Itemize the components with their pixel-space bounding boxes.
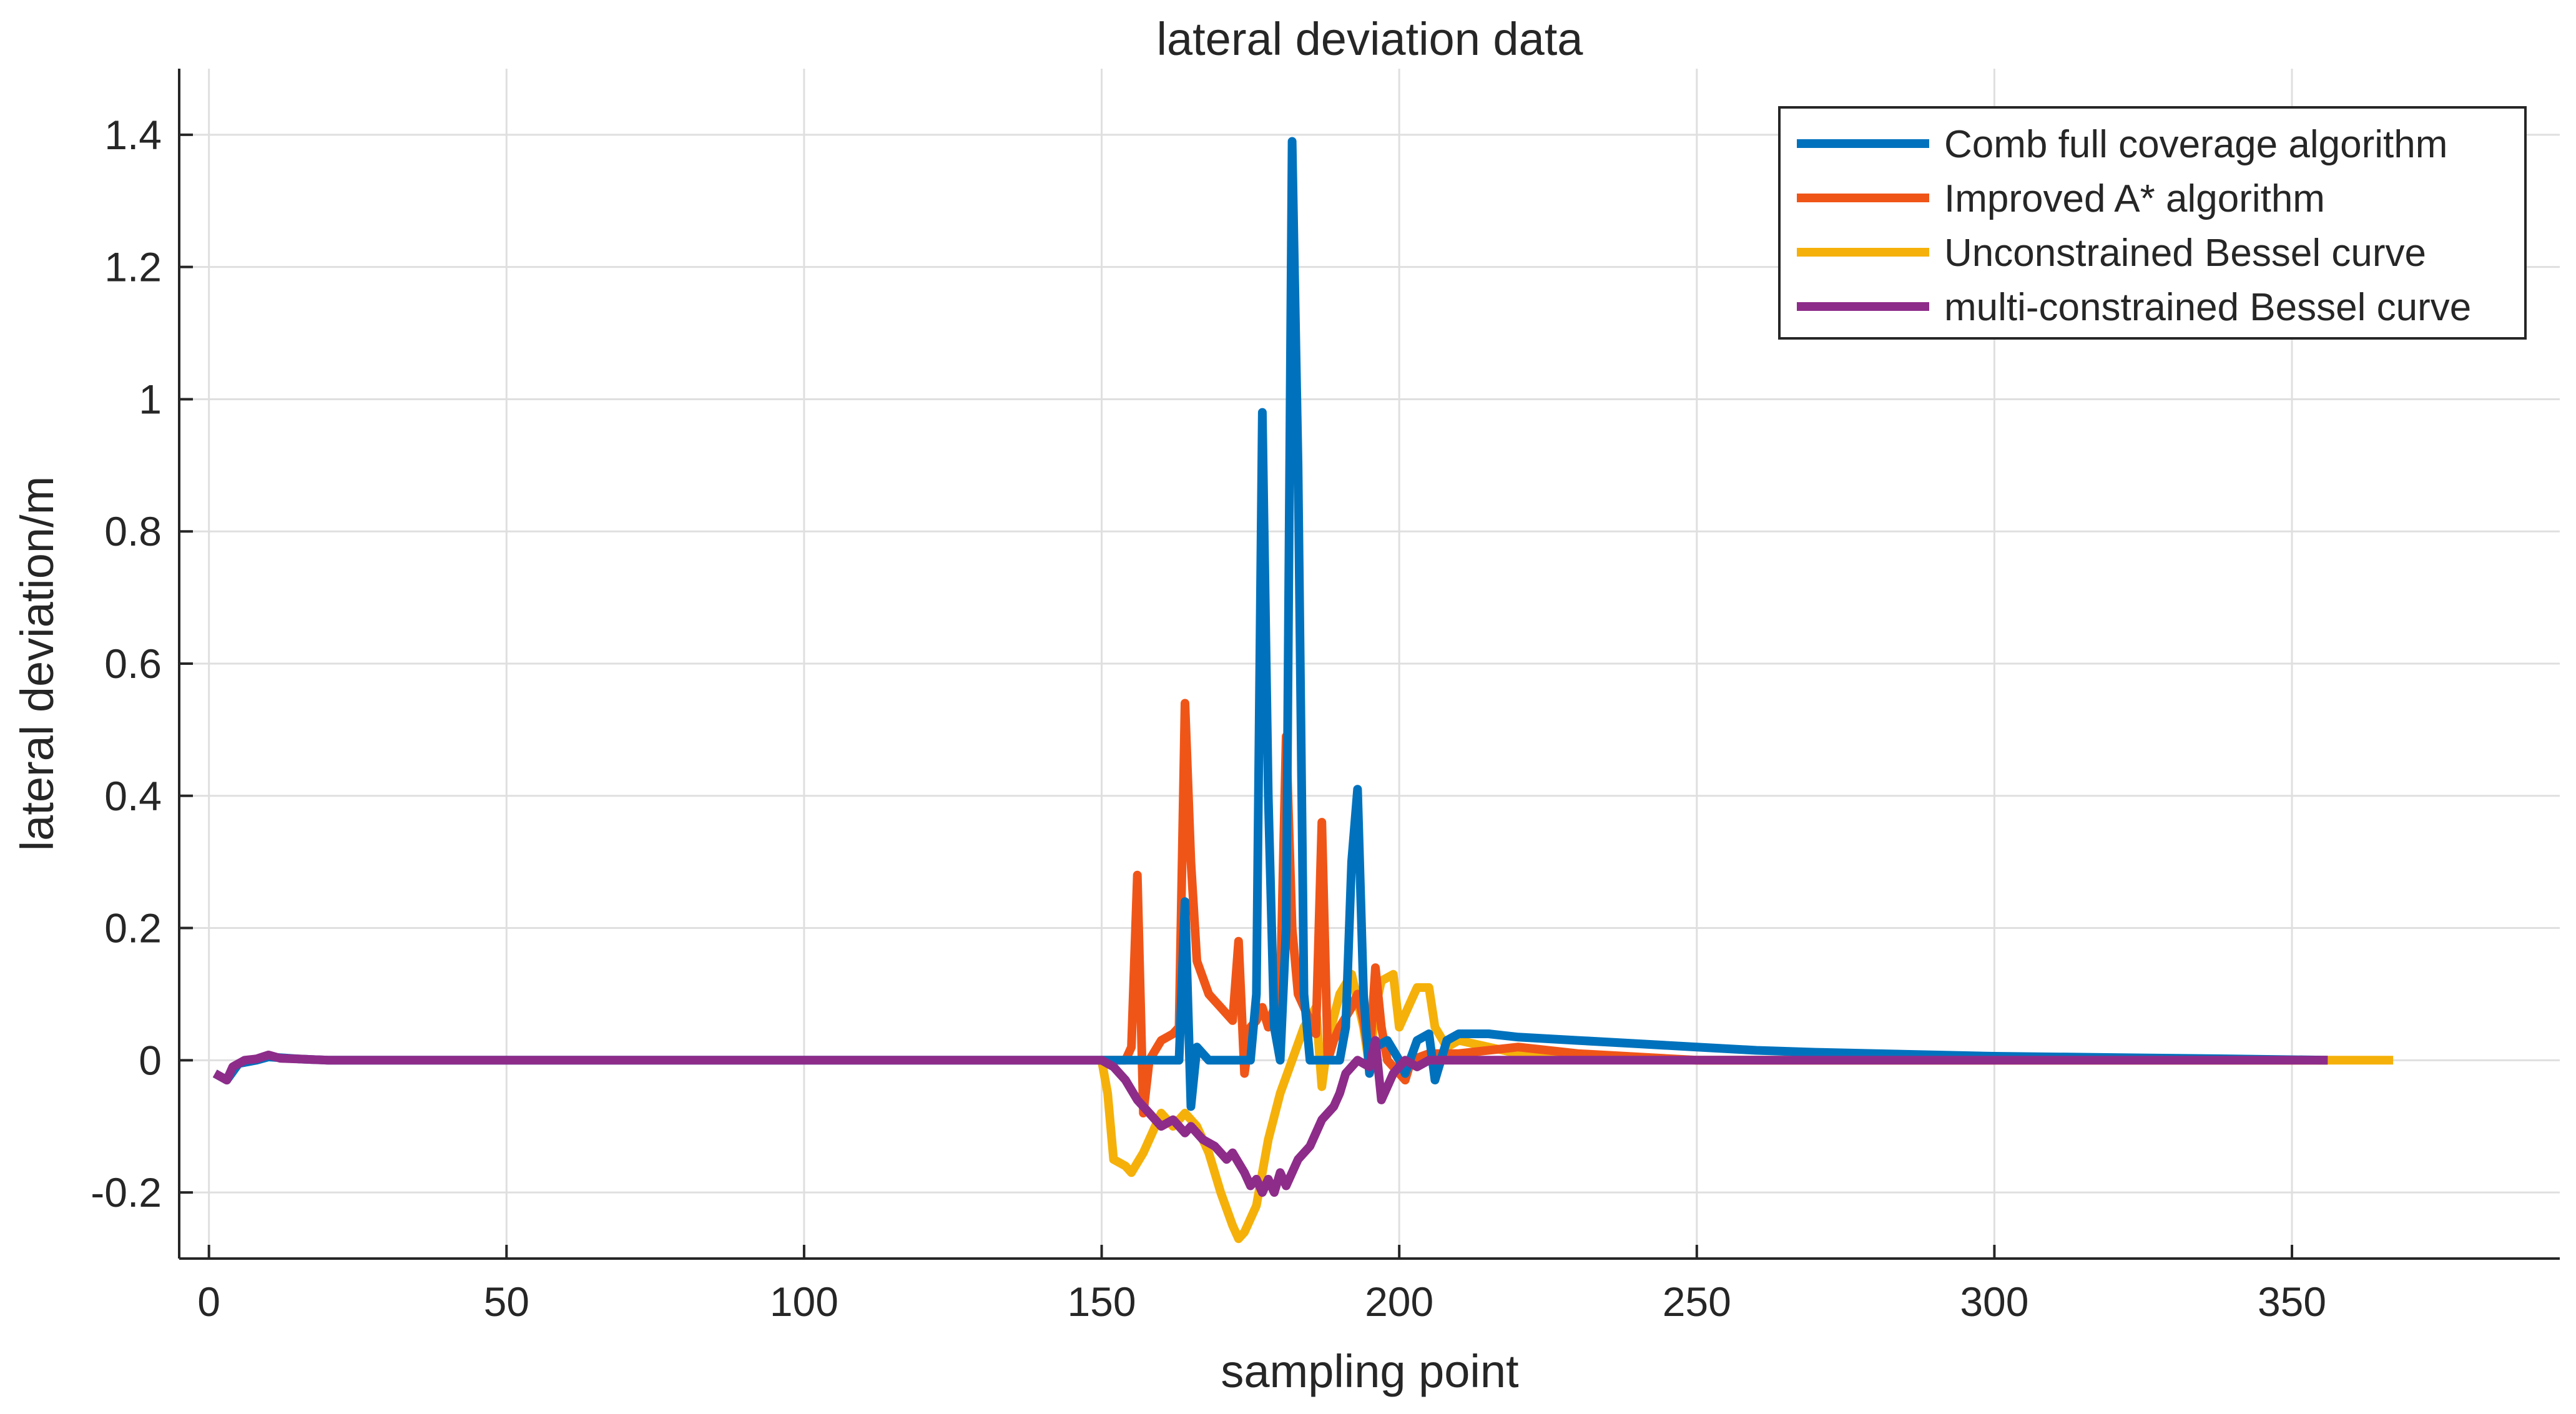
y-tick-label: -0.2 [91,1169,162,1215]
y-tick-label: 0.6 [104,641,162,687]
x-axis-label: sampling point [1221,1345,1519,1397]
x-tick-label: 150 [1067,1279,1136,1325]
series-layer [212,137,2394,1244]
series-line-3 [212,1036,2328,1197]
x-tick-label: 0 [197,1279,220,1325]
legend-label-3: multi-constrained Bessel curve [1944,286,2471,329]
y-ticks: -0.2 0 0.2 0.4 0.6 0.8 1 1.2 1.4 [91,112,193,1215]
legend: Comb full coverage algorithm Improved A* … [1778,106,2527,340]
legend-label-2: Unconstrained Bessel curve [1944,232,2426,275]
y-tick-label: 1 [139,376,162,422]
x-ticks: 0 50 100 150 200 250 300 350 [197,1245,2326,1325]
chart-title: lateral deviation data [1157,13,1584,65]
y-tick-label: 0.8 [104,508,162,554]
legend-label-1: Improved A* algorithm [1944,177,2325,220]
x-tick-label: 250 [1663,1279,1731,1325]
x-tick-label: 350 [2258,1279,2326,1325]
y-tick-label: 0.2 [104,905,162,951]
x-tick-label: 100 [770,1279,838,1325]
y-tick-label: 1.2 [104,244,162,290]
x-tick-label: 200 [1365,1279,1433,1325]
x-tick-label: 300 [1960,1279,2028,1325]
y-axis-label: lateral deviation/m [11,476,63,852]
y-tick-label: 1.4 [104,112,162,158]
series-line-0 [212,137,2328,1111]
x-tick-label: 50 [484,1279,529,1325]
y-tick-label: 0.4 [104,773,162,819]
y-tick-label: 0 [139,1037,162,1083]
legend-label-0: Comb full coverage algorithm [1944,123,2447,166]
